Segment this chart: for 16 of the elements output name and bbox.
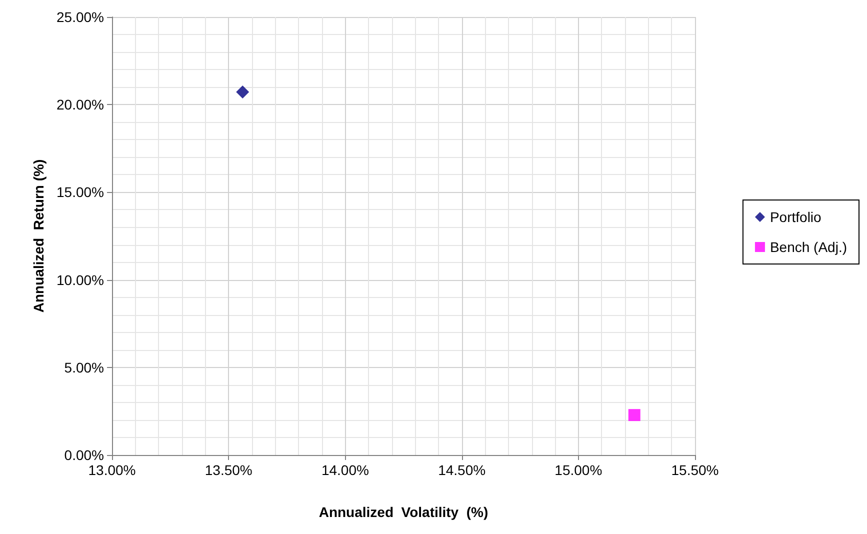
y-tick-label: 5.00% [64,359,104,376]
x-tick-label: 14.50% [438,462,486,478]
legend-label: Bench (Adj.) [770,239,848,255]
y-axis-title: Annualized Return (%) [30,159,47,313]
y-tick-label: 25.00% [56,9,104,25]
y-tick-label: 20.00% [56,96,104,113]
y-tick-label: 10.00% [56,272,104,288]
y-tick-label: 0.00% [64,447,104,463]
x-tick-label: 15.50% [671,462,719,478]
x-tick-label: 13.00% [88,462,136,478]
x-axis-title: Annualized Volatility (%) [318,504,488,520]
x-tick-label: 14.00% [321,462,369,478]
y-tick-label: 15.00% [56,184,104,200]
x-tick-label: 15.00% [554,462,602,478]
legend-label: Portfolio [770,209,822,225]
x-tick-label: 13.50% [204,462,252,478]
